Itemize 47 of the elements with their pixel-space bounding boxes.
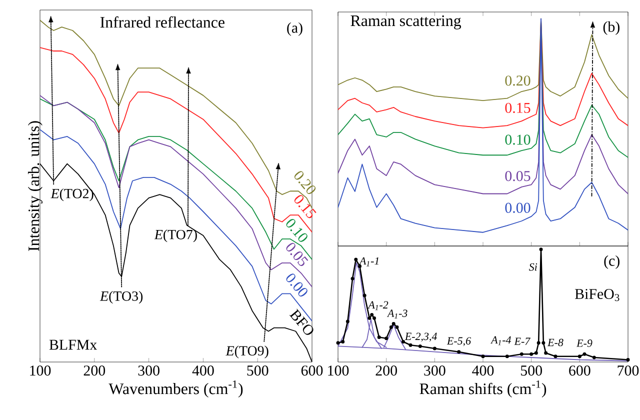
series-label: 0.00 [505,202,530,213]
x-tick-label: 100 [328,366,349,376]
annotation: (c) [604,255,620,269]
series-label: 0.05 [505,170,530,182]
x-tick-label: 400 [472,366,494,376]
text: 0.15 [294,195,316,218]
annotation: A$_{1}$-1 [358,257,378,266]
annotation: BLFMx [49,340,97,350]
chart-title: Infrared reflectance [100,16,224,28]
annotation: E(TO9) [226,346,268,358]
x-tick-label: 200 [376,366,397,376]
annotation: E-9 [576,340,592,347]
series-label: 0.15 [505,102,530,113]
x-tick-label: 300 [424,366,446,376]
annotation: E-5,6 [446,337,471,346]
annotation: A$_{1}$-4 [490,336,512,346]
x-tick-label: 300 [138,366,160,376]
y-axis-title: Intensity (arb. units) [28,121,42,251]
annotation: E-2,3,4 [404,332,437,342]
text: 0.20 [294,171,316,194]
annotation: E-8 [547,338,564,346]
series-label: 0.20 [505,76,530,86]
x-axis-title: Raman shifts (cm$^{-1}$) [420,380,546,398]
x-tick-label: 700 [618,366,639,376]
x-tick-label: 600 [569,366,590,376]
x-tick-label: 100 [30,366,51,376]
text: 0.05 [286,242,308,266]
text: 0.00 [286,274,308,297]
annotation: E(TO3) [100,291,143,304]
x-tick-label: 500 [521,366,542,376]
annotation: E(TO2) [50,188,94,202]
annotation: A$_{1}$-2 [368,301,388,310]
annotation: E-7 [514,338,531,345]
x-tick-label: 500 [247,366,268,376]
annotation: E(TO7) [154,229,197,242]
chart-title: Raman scattering [350,15,462,30]
x-axis-title: Wavenumbers (cm$^{-1}$) [108,380,243,398]
x-tick-label: 200 [84,366,106,376]
x-tick-label: 600 [301,366,323,376]
annotation: (b) [603,21,620,35]
annotation: A$_{1}$-3 [386,310,408,319]
annotation: Si [528,263,538,271]
annotation: BiFeO$_{3}$ [574,288,620,302]
text: 0.10 [286,219,308,242]
series-label: 0.10 [505,134,530,145]
annotation: (a) [287,22,302,36]
x-tick-label: 400 [192,366,214,376]
